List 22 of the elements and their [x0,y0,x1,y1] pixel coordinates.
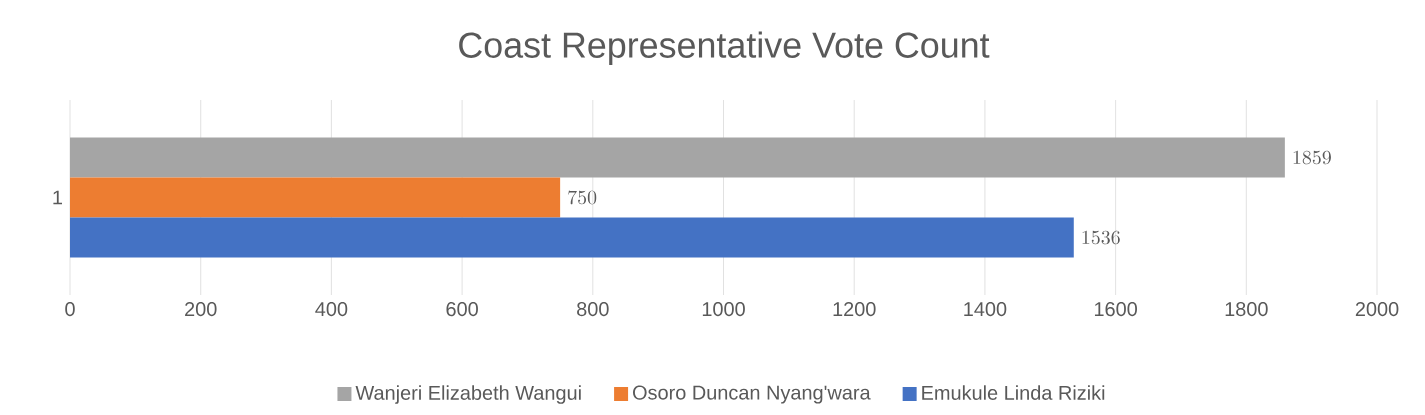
x-tick-label: 2000 [1355,302,1399,317]
x-tick-label: 0 [65,302,75,317]
data-label: 1859 [1293,150,1331,165]
x-tick-label: 1800 [1225,302,1268,317]
data-label: 1536 [1082,230,1120,245]
x-tick-label: 1600 [1094,302,1137,317]
bar [70,217,1074,258]
bar [70,137,1285,178]
bar [70,177,561,218]
x-tick-label: 1200 [833,302,876,317]
x-tick-label: 600 [446,302,478,317]
chart-title: Coast Representative Vote Count [459,31,990,65]
x-tick-label: 200 [185,302,217,317]
x-tick-label: 1400 [964,302,1007,317]
legend-label: Wanjeri Elizabeth Wangui [355,385,581,404]
y-tick-label: 1 [53,190,62,205]
x-tick-label: 1000 [702,302,745,317]
data-label: 750 [568,190,597,205]
legend-label: Osoro Duncan Nyang'wara [633,385,871,404]
x-tick-label: 400 [315,302,348,317]
x-tick-label: 800 [577,302,609,317]
legend-label: Emukule Linda Riziki [922,385,1105,400]
